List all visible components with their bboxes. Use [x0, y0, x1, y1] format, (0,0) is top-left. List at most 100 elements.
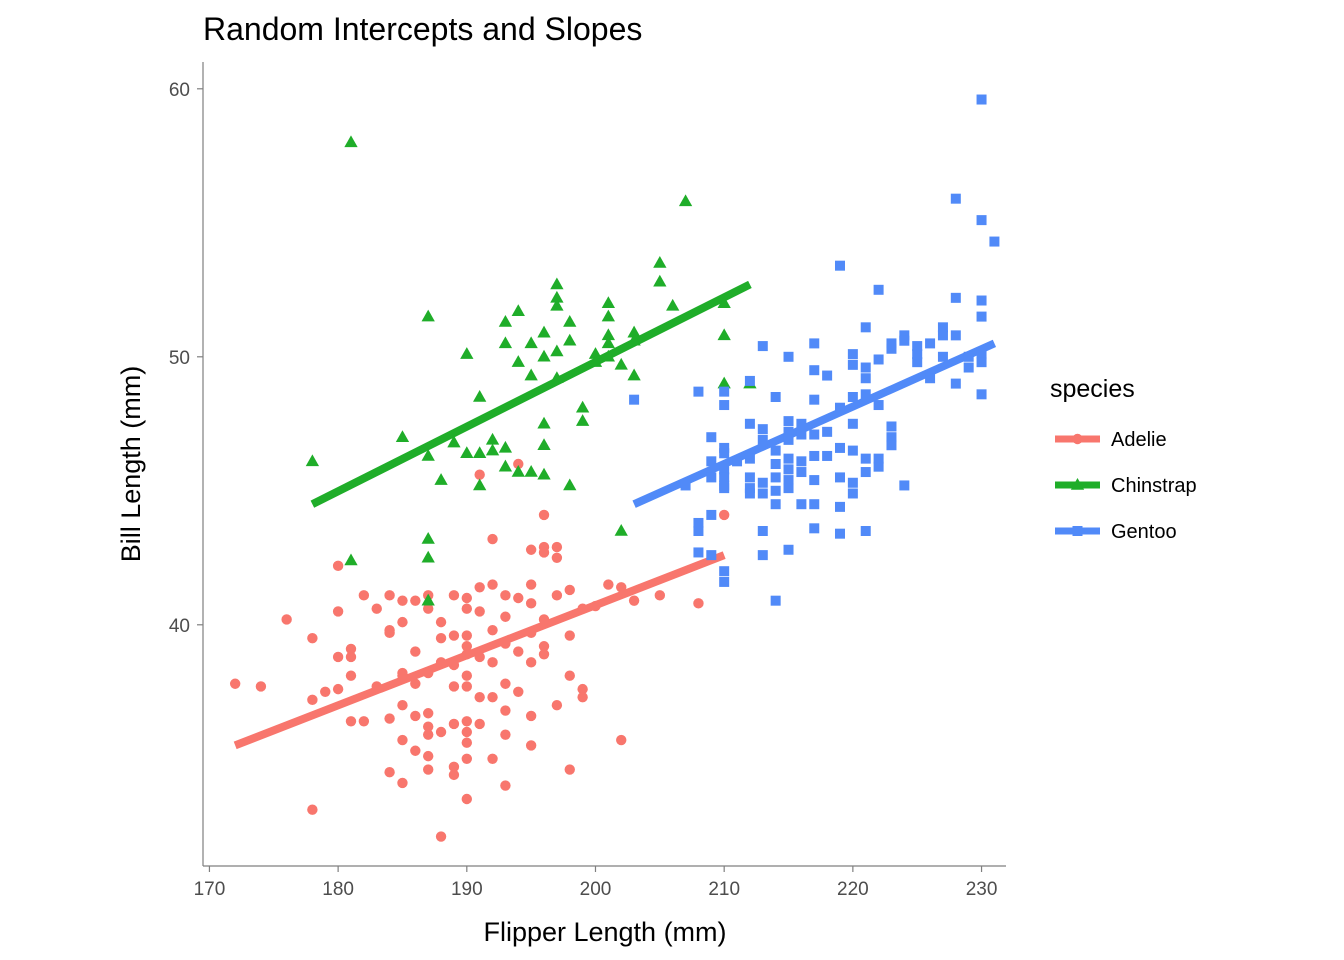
data-point [717, 376, 731, 389]
y-axis-title: Bill Length (mm) [116, 366, 146, 563]
y-tick-label: 60 [169, 80, 190, 101]
data-point [588, 347, 603, 359]
data-point [783, 453, 794, 464]
data-point [487, 753, 498, 764]
data-point [925, 373, 936, 384]
data-point [809, 338, 820, 349]
data-point [834, 402, 845, 413]
data-point [525, 579, 537, 590]
data-point [525, 598, 537, 609]
data-point [474, 469, 485, 480]
data-point [757, 341, 768, 352]
data-point [474, 691, 485, 703]
data-point [550, 290, 564, 303]
data-point [628, 595, 640, 606]
data-point [564, 670, 575, 681]
data-point [719, 400, 730, 411]
data-point [577, 691, 588, 703]
data-point [435, 831, 447, 842]
data-point [473, 390, 487, 402]
data-point [461, 603, 473, 614]
data-point [423, 764, 434, 775]
data-point [601, 309, 616, 322]
data-point [229, 678, 241, 689]
data-point [384, 767, 395, 778]
data-point [601, 336, 616, 349]
data-point [770, 485, 781, 496]
data-point [873, 354, 884, 365]
data-point [410, 710, 421, 722]
data-point [847, 349, 858, 360]
data-point [588, 355, 603, 367]
data-point [575, 414, 590, 426]
y-tick-label: 50 [169, 348, 190, 369]
data-point [397, 670, 408, 681]
data-point [474, 718, 485, 730]
data-point [937, 322, 948, 333]
data-point [627, 368, 641, 381]
data-point [473, 478, 487, 491]
data-point [976, 295, 987, 306]
data-point [460, 347, 474, 359]
data-point [384, 590, 395, 601]
data-point [601, 296, 616, 308]
data-point [525, 544, 537, 555]
data-point [783, 475, 794, 486]
data-point [500, 638, 511, 649]
data-point [421, 448, 435, 461]
data-point [834, 472, 845, 483]
data-point [693, 598, 704, 609]
data-point [783, 483, 794, 494]
data-point [718, 509, 730, 521]
data-point [616, 582, 627, 593]
legend-label: Gentoo [1111, 521, 1177, 543]
data-point [706, 550, 717, 561]
data-point [435, 657, 447, 668]
data-point [757, 477, 768, 488]
data-point [822, 370, 833, 381]
data-point [487, 657, 498, 668]
data-point [614, 357, 628, 370]
data-point [423, 708, 434, 719]
data-point [899, 335, 910, 346]
data-point [719, 386, 730, 397]
data-point [423, 603, 434, 614]
x-tick-label: 220 [837, 879, 869, 900]
data-point [423, 721, 434, 732]
data-point [461, 726, 473, 738]
data-point [511, 355, 525, 367]
data-point [860, 453, 871, 464]
data-point [281, 614, 292, 625]
data-point [873, 284, 884, 295]
data-point [717, 328, 731, 341]
data-point [950, 330, 961, 341]
data-point [332, 651, 344, 663]
legend-key-marker [1072, 526, 1083, 536]
data-point [513, 646, 524, 657]
data-point [435, 616, 447, 628]
data-point [550, 344, 564, 357]
data-point [590, 600, 601, 612]
data-point [757, 488, 768, 499]
data-point [487, 691, 498, 703]
data-point [770, 392, 781, 402]
data-point [744, 418, 755, 429]
legend-title: species [1050, 375, 1135, 403]
data-point [719, 480, 730, 491]
data-point [912, 357, 923, 368]
data-point [629, 394, 640, 405]
data-point [448, 659, 460, 671]
data-point [719, 472, 730, 483]
data-point [860, 467, 871, 478]
data-point [577, 603, 588, 614]
data-point [500, 729, 511, 740]
data-point [500, 590, 511, 601]
data-point [770, 595, 781, 606]
data-point [487, 533, 498, 545]
data-point [860, 389, 871, 400]
data-point [487, 624, 498, 636]
data-point [474, 582, 485, 593]
data-point [860, 526, 871, 536]
data-point [448, 681, 460, 692]
data-point [796, 418, 807, 429]
